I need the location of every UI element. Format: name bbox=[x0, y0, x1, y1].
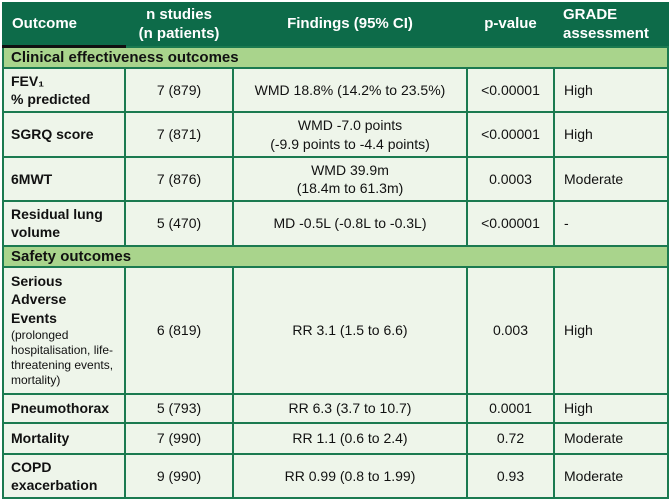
p-value-cell: 0.0001 bbox=[466, 392, 555, 424]
outcome-cell: SGRQ score bbox=[2, 111, 126, 158]
n-studies-cell: 6 (819) bbox=[124, 265, 234, 395]
outcome-line: Adverse bbox=[11, 291, 67, 308]
outcome-cell: Mortality bbox=[2, 421, 126, 455]
table-header: Outcome n studies (n patients) Findings … bbox=[2, 2, 669, 48]
outcome-line: FEV₁ bbox=[11, 73, 45, 89]
p-value-cell: <0.00001 bbox=[466, 200, 555, 247]
n-studies-cell: 7 (876) bbox=[124, 155, 234, 203]
findings-cell: WMD 18.8% (14.2% to 23.5%) bbox=[232, 66, 468, 114]
section-row-clinical: Clinical effectiveness outcomes bbox=[2, 45, 669, 69]
header-row: Outcome n studies (n patients) Findings … bbox=[2, 2, 669, 48]
outcome-line: Serious bbox=[11, 273, 63, 290]
header-p-value: p-value bbox=[466, 2, 555, 48]
header-n-studies: n studies (n patients) bbox=[124, 2, 234, 48]
findings-line: WMD -7.0 points bbox=[297, 117, 403, 134]
header-n-studies-line1: n studies bbox=[146, 6, 212, 23]
section-title-clinical: Clinical effectiveness outcomes bbox=[2, 45, 669, 69]
grade-cell: High bbox=[553, 265, 669, 395]
header-outcome: Outcome bbox=[2, 2, 126, 48]
n-studies-cell: 9 (990) bbox=[124, 452, 234, 499]
grade-cell: Moderate bbox=[553, 421, 669, 455]
table-row-residual-lung-volume: Residual lung volume 5 (470) MD -0.5L (-… bbox=[2, 200, 669, 247]
n-studies-cell: 5 (793) bbox=[124, 392, 234, 424]
section-title-safety: Safety outcomes bbox=[2, 244, 669, 268]
p-value-cell: 0.0003 bbox=[466, 155, 555, 203]
outcome-cell: Pneumothorax bbox=[2, 392, 126, 424]
table-row-copd-exacerbation: COPD exacerbation 9 (990) RR 0.99 (0.8 t… bbox=[2, 452, 669, 499]
table-row-mortality: Mortality 7 (990) RR 1.1 (0.6 to 2.4) 0.… bbox=[2, 421, 669, 455]
outcome-line: exacerbation bbox=[11, 476, 98, 493]
findings-line: (-9.9 points to -4.4 points) bbox=[270, 135, 430, 152]
outcome-line: % predicted bbox=[11, 91, 91, 108]
findings-cell: WMD -7.0 points (-9.9 points to -4.4 poi… bbox=[232, 111, 468, 158]
header-grade-line1: GRADE bbox=[563, 6, 618, 23]
outcome-note: (prolonged hospitalisation, life-threate… bbox=[11, 327, 114, 387]
table-row-fev1: FEV₁ % predicted 7 (879) WMD 18.8% (14.2… bbox=[2, 66, 669, 114]
findings-cell: MD -0.5L (-0.8L to -0.3L) bbox=[232, 200, 468, 247]
findings-cell: RR 1.1 (0.6 to 2.4) bbox=[232, 421, 468, 455]
findings-cell: RR 0.99 (0.8 to 1.99) bbox=[232, 452, 468, 499]
header-grade-assessment: GRADE assessment bbox=[553, 2, 669, 48]
n-studies-cell: 7 (990) bbox=[124, 421, 234, 455]
findings-cell: WMD 39.9m (18.4m to 61.3m) bbox=[232, 155, 468, 203]
findings-line: WMD 39.9m bbox=[311, 161, 389, 178]
outcome-cell: FEV₁ % predicted bbox=[2, 66, 126, 114]
n-studies-cell: 7 (871) bbox=[124, 111, 234, 158]
table-row-serious-adverse-events: Serious Adverse Events (prolonged hospit… bbox=[2, 265, 669, 395]
outcome-cell: COPD exacerbation bbox=[2, 452, 126, 499]
grade-cell: - bbox=[553, 200, 669, 247]
p-value-cell: <0.00001 bbox=[466, 111, 555, 158]
findings-cell: RR 3.1 (1.5 to 6.6) bbox=[232, 265, 468, 395]
outcome-line: COPD bbox=[11, 458, 52, 475]
grade-cell: High bbox=[553, 392, 669, 424]
outcome-line: Events bbox=[11, 309, 57, 326]
findings-cell: RR 6.3 (3.7 to 10.7) bbox=[232, 392, 468, 424]
table-row-6mwt: 6MWT 7 (876) WMD 39.9m (18.4m to 61.3m) … bbox=[2, 155, 669, 203]
header-n-studies-line2: (n patients) bbox=[138, 24, 220, 42]
n-studies-cell: 7 (879) bbox=[124, 66, 234, 114]
section-row-safety: Safety outcomes bbox=[2, 244, 669, 268]
p-value-cell: <0.00001 bbox=[466, 66, 555, 114]
grade-cell: Moderate bbox=[553, 452, 669, 499]
table-row-sgrq: SGRQ score 7 (871) WMD -7.0 points (-9.9… bbox=[2, 111, 669, 158]
grade-cell: Moderate bbox=[553, 155, 669, 203]
table-row-pneumothorax: Pneumothorax 5 (793) RR 6.3 (3.7 to 10.7… bbox=[2, 392, 669, 424]
outcome-line: Residual lung bbox=[11, 206, 103, 223]
grade-cell: High bbox=[553, 111, 669, 158]
p-value-cell: 0.93 bbox=[466, 452, 555, 499]
n-studies-cell: 5 (470) bbox=[124, 200, 234, 247]
p-value-cell: 0.003 bbox=[466, 265, 555, 395]
outcome-line: volume bbox=[11, 224, 61, 241]
outcome-cell: Serious Adverse Events (prolonged hospit… bbox=[2, 265, 126, 395]
header-findings: Findings (95% CI) bbox=[232, 2, 468, 48]
header-grade-line2: assessment bbox=[563, 24, 649, 42]
table-body: Clinical effectiveness outcomes FEV₁ % p… bbox=[2, 45, 669, 499]
p-value-cell: 0.72 bbox=[466, 421, 555, 455]
findings-line: (18.4m to 61.3m) bbox=[296, 179, 404, 196]
outcome-cell: Residual lung volume bbox=[2, 200, 126, 247]
outcome-cell: 6MWT bbox=[2, 155, 126, 203]
grade-cell: High bbox=[553, 66, 669, 114]
